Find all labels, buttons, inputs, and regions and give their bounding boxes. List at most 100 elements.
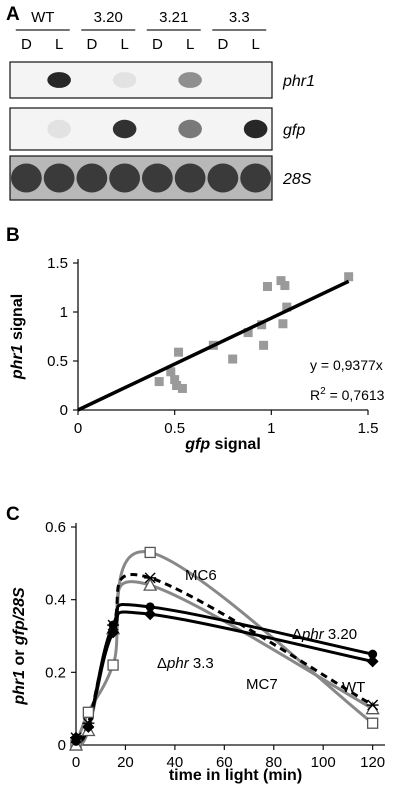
marker-star xyxy=(366,699,379,711)
series-label-text: MC7 xyxy=(246,676,278,693)
scatter-point xyxy=(243,328,253,338)
y-tick-label: 0.4 xyxy=(45,592,66,609)
series-line xyxy=(74,550,374,746)
y-axis-label-mid: or xyxy=(11,645,28,670)
x-tick-label: 120 xyxy=(360,754,385,771)
marker-diamond xyxy=(144,608,157,621)
x-tick-label: 40 xyxy=(167,754,184,771)
blot-band xyxy=(47,72,71,88)
panel-c-letter: C xyxy=(6,504,20,525)
panel-b-letter: B xyxy=(6,225,20,246)
lane-label: L xyxy=(251,36,259,53)
series-label-gene: phr xyxy=(166,655,190,672)
x-tick-label: 1.5 xyxy=(358,420,379,437)
x-tick-label: 0 xyxy=(74,420,82,437)
series-label-gene: phr xyxy=(301,626,325,643)
marker-circle xyxy=(145,602,155,612)
series-label-prefix: Δ xyxy=(157,655,167,672)
series-label-text: WT xyxy=(342,679,365,696)
x-tick-label: 60 xyxy=(216,754,233,771)
series-label: Δphr 3.3 xyxy=(157,655,214,672)
y-axis-label-rest: signal xyxy=(9,294,26,345)
series-label-prefix: Δ xyxy=(292,626,302,643)
x-tick-label: 80 xyxy=(265,754,282,771)
lane-label: D xyxy=(86,36,97,53)
blot-band xyxy=(178,72,202,88)
r-squared-text: R2 = 0,7613 xyxy=(310,386,385,403)
marker-circle xyxy=(368,649,378,659)
blot-band xyxy=(243,119,268,139)
lane-label: D xyxy=(21,36,32,53)
blot-band xyxy=(112,72,137,88)
y-axis-label: phr1 or gfp/28S xyxy=(11,587,28,706)
y-tick-label: 0 xyxy=(58,737,66,754)
marker-star xyxy=(144,572,157,584)
blot-band xyxy=(76,163,108,193)
x-axis-label: gfp signal xyxy=(184,436,261,453)
scatter-point xyxy=(172,381,182,390)
marker-square xyxy=(144,546,156,559)
panel-c-timecourse: 0 20 40 60 80 100 120 0 0.2 0.4 0.6 time in light (… xyxy=(11,519,385,784)
blot-band xyxy=(174,163,206,193)
scatter-point xyxy=(228,354,238,364)
panel-a-letter: A xyxy=(6,4,20,25)
x-tick-label: 1 xyxy=(267,420,275,437)
y-tick-label: 1.5 xyxy=(47,255,68,272)
blot-label: gfp xyxy=(283,122,305,139)
y-tick-label: 0.2 xyxy=(45,664,66,681)
series-label-strain: 3.3 xyxy=(189,655,214,672)
series-label: MC6 xyxy=(185,567,217,584)
marker-diamond xyxy=(82,720,95,733)
x-tick-label: 0 xyxy=(72,754,80,771)
marker-square xyxy=(82,706,95,718)
blot-band xyxy=(43,163,75,193)
strain-label: 3.21 xyxy=(159,9,188,26)
series-label: WT xyxy=(342,679,365,696)
blot-band xyxy=(112,119,137,139)
x-axis-label: time in light (min) xyxy=(169,767,302,784)
y-axis-label-italic-2: gfp/28S xyxy=(11,587,28,646)
scatter-point xyxy=(257,320,267,330)
marker-square xyxy=(107,659,119,671)
series-label-text: MC6 xyxy=(185,567,217,584)
x-axis-label-rest: signal xyxy=(210,436,261,453)
x-tick-label: 20 xyxy=(117,754,134,771)
lane-label: L xyxy=(55,36,63,53)
y-tick-label: 0.6 xyxy=(45,519,66,536)
regression-line xyxy=(77,279,350,412)
marker-diamond xyxy=(70,731,82,744)
y-axis-label-italic: phr1 xyxy=(9,344,26,380)
y-tick-label: 0.5 xyxy=(47,353,68,370)
lane-label: D xyxy=(217,36,228,53)
blot-band xyxy=(109,163,141,193)
series-label: Δphr 3.20 xyxy=(292,626,357,643)
y-tick-label: 1 xyxy=(60,304,68,321)
scatter-point xyxy=(154,377,164,387)
blot-label: phr1 xyxy=(282,73,315,90)
scatter-point xyxy=(276,276,286,286)
blot-label: 28S xyxy=(282,171,312,188)
blot-band xyxy=(47,119,71,139)
strain-label: 3.3 xyxy=(229,9,250,26)
equation-text: y = 0,9377x xyxy=(310,357,383,373)
y-axis-label: phr1 signal xyxy=(9,294,26,380)
scatter-point xyxy=(280,281,290,291)
series-line xyxy=(74,602,373,743)
scatter-point xyxy=(170,375,180,385)
x-tick-label: 100 xyxy=(311,754,336,771)
scatter-point xyxy=(174,347,184,357)
strain-label: 3.20 xyxy=(94,9,123,26)
r-squared-value: = 0,7613 xyxy=(326,387,385,403)
marker-diamond xyxy=(107,626,120,639)
r-squared-sup: 2 xyxy=(320,386,326,397)
x-tick-label: 0.5 xyxy=(164,420,185,437)
blot-band xyxy=(141,163,173,193)
lane-label: L xyxy=(186,36,194,53)
scatter-point xyxy=(177,383,187,393)
x-axis-label-italic: gfp xyxy=(184,436,210,453)
blot-band xyxy=(178,119,202,139)
r-squared-label: R xyxy=(310,387,320,403)
